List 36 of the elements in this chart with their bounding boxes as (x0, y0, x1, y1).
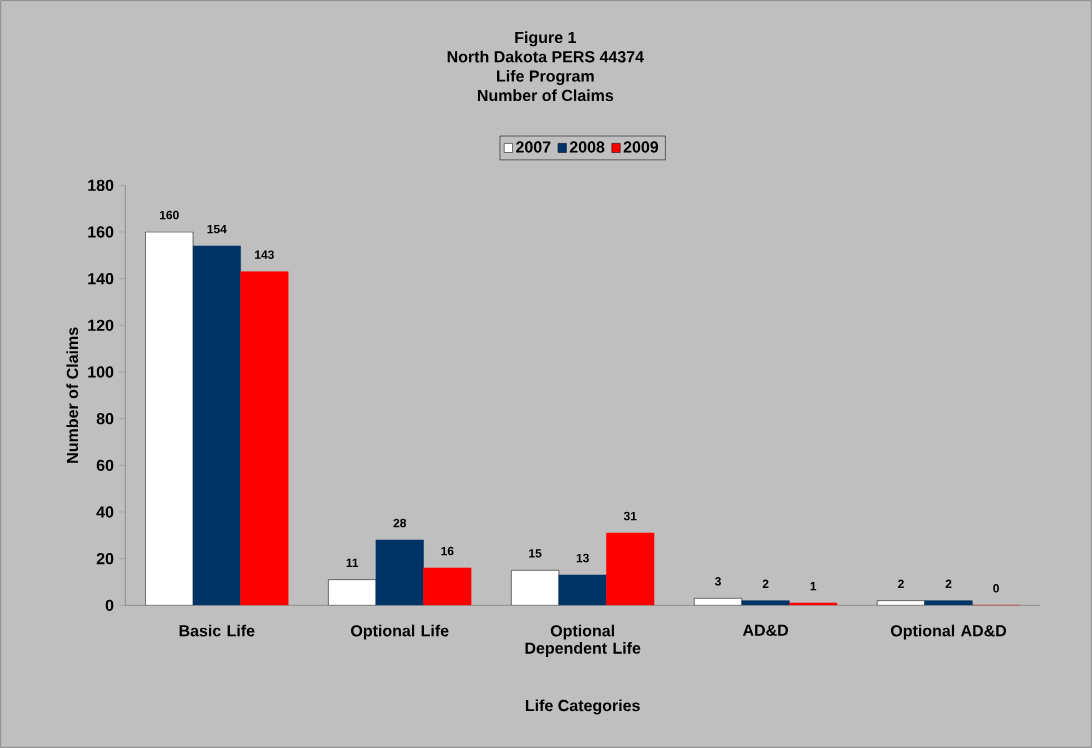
legend-label: 2008 (569, 141, 605, 153)
data-label: 2 (762, 579, 769, 588)
data-label: 2 (945, 579, 952, 588)
y-tick-label: 20 (96, 552, 114, 565)
data-label: 11 (346, 558, 359, 567)
data-label: 13 (576, 553, 589, 563)
y-tick-label: 40 (96, 506, 114, 518)
data-label: 1 (810, 582, 817, 591)
data-label: 143 (255, 250, 274, 259)
data-label: 28 (393, 518, 407, 528)
y-tick-label: 160 (88, 226, 114, 238)
x-tick-label: Basic Life (179, 624, 255, 637)
data-label: 15 (529, 549, 542, 558)
x-axis-title: Life Categories (525, 699, 640, 715)
data-label: 2 (898, 579, 904, 588)
data-label: 154 (207, 224, 227, 234)
y-tick-label: 140 (88, 273, 114, 285)
data-label: 16 (441, 546, 454, 556)
y-tick-label: 60 (96, 459, 114, 471)
x-tick-label: Optional AD&D (890, 624, 1007, 640)
legend-label: 2007 (516, 141, 551, 153)
y-tick-label: 180 (88, 179, 114, 191)
x-tick-label: Optional Life (351, 624, 449, 640)
y-tick-label: 100 (88, 366, 114, 378)
data-label: 160 (159, 210, 179, 220)
x-tick-label: Optional Dependent Life (525, 624, 641, 657)
y-tick-label: 120 (88, 319, 114, 331)
x-tick-label: AD&D (742, 624, 789, 636)
data-label: 0 (993, 584, 999, 593)
chart-title: Figure 1 North Dakota PERS 44374 Life Program Number of Claims (447, 31, 644, 102)
data-label: 31 (623, 511, 637, 521)
y-tick-label: 0 (105, 599, 114, 611)
y-axis-title: Number of Claims (66, 327, 79, 463)
y-tick-label: 80 (96, 413, 114, 425)
legend-label: 2009 (623, 141, 659, 153)
data-label: 3 (714, 577, 721, 586)
